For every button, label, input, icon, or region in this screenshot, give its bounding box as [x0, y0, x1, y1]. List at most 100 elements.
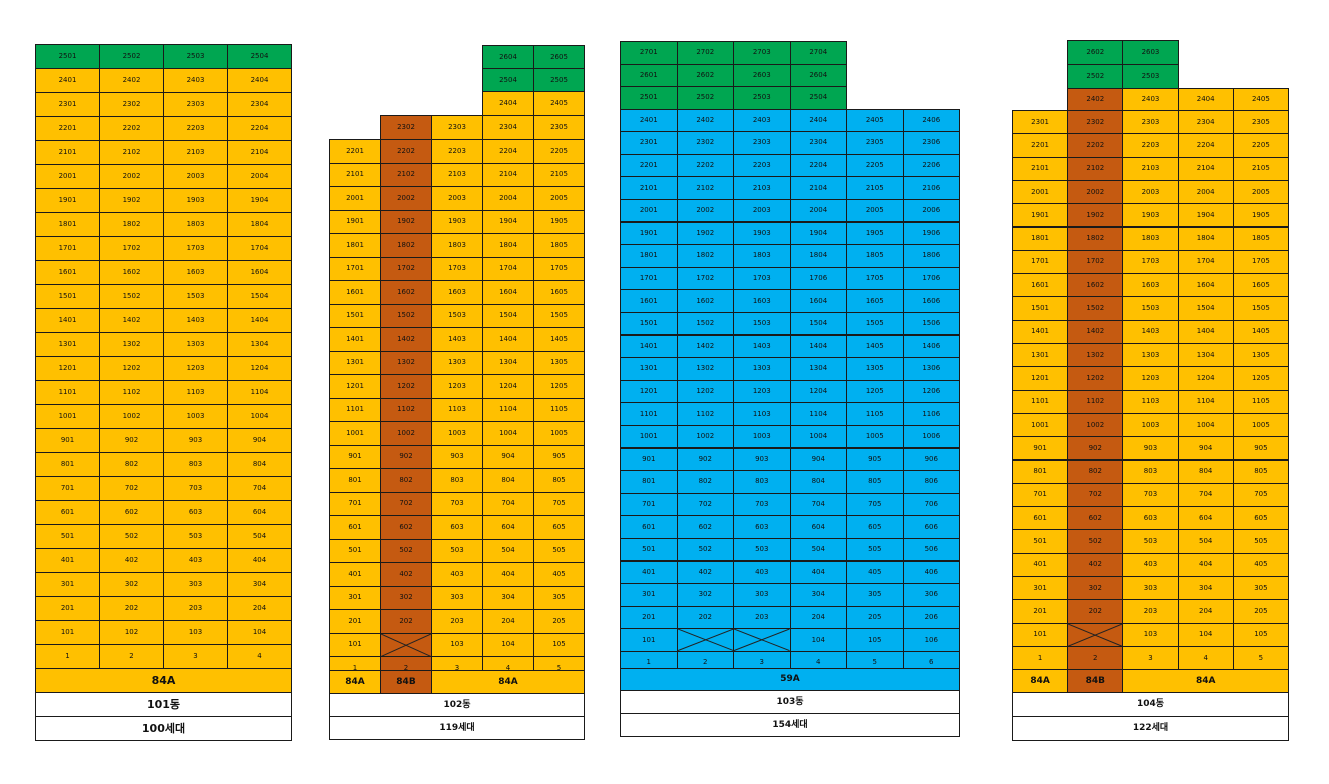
unit-cell: 103 [431, 632, 483, 657]
unit-cell: 503 [733, 537, 791, 562]
unit-cell: 803 [163, 452, 228, 477]
unit-cell: 1002 [99, 404, 164, 429]
unit-cell: 2003 [1122, 179, 1179, 205]
unit-cell: 1801 [1012, 226, 1069, 251]
unit-cell: 904 [227, 428, 292, 453]
unit-cell: 2301 [1012, 110, 1069, 135]
unit-cell: 202 [676, 605, 734, 630]
unit-cell: 2102 [676, 176, 734, 200]
unit-cell: 705 [533, 491, 585, 516]
unit-cell: 202 [1067, 599, 1124, 624]
unit-cell: 2503 [163, 44, 228, 69]
unit-cell: 2405 [846, 108, 904, 133]
unit-cell: 902 [380, 444, 432, 469]
unit-cell: 705 [846, 492, 904, 517]
unit-cell: 1 [35, 644, 100, 669]
unit-cell: 1604 [789, 289, 847, 313]
unit-cell: 803 [733, 470, 791, 494]
unit-cell: 502 [676, 537, 734, 562]
unit-cell: 803 [431, 468, 483, 493]
unit-cell: 1302 [676, 357, 734, 381]
unit-cell: 2503 [1122, 64, 1179, 89]
unit-cell: 404 [227, 548, 292, 573]
unit-cell: 1905 [1232, 203, 1289, 228]
unit-cell: 2204 [227, 116, 292, 141]
unit-cell: 1504 [1177, 296, 1234, 321]
unit-cell: 302 [380, 585, 432, 610]
unit-type-label: 84A [1122, 669, 1289, 693]
unit-cell: 401 [1012, 552, 1069, 577]
unit-cell: 1502 [1067, 296, 1124, 321]
unit-cell: 1502 [99, 284, 164, 309]
unit-cell: 2405 [533, 91, 585, 116]
unit-cell: 1802 [99, 212, 164, 237]
unit-cell: 1503 [1122, 296, 1179, 321]
unit-cell: 2005 [1232, 179, 1289, 205]
unit-cell: 1401 [620, 334, 678, 359]
unit-cell: 1006 [902, 424, 960, 449]
unit-cell: 2105 [846, 176, 904, 200]
unit-cell: 601 [35, 500, 100, 525]
unit-cell: 801 [35, 452, 100, 477]
unit-cell: 2304 [789, 131, 847, 155]
unit-cell: 2401 [35, 68, 100, 93]
unit-cell: 1203 [431, 374, 483, 399]
unit-cell: 304 [789, 583, 847, 607]
unit-cell: 1801 [329, 233, 381, 258]
unit-cell: 603 [431, 515, 483, 540]
unit-cell: 204 [482, 609, 534, 634]
unit-cell: 2003 [163, 164, 228, 189]
unit-cell: 601 [329, 515, 381, 540]
unit-cell: 1803 [733, 244, 791, 268]
unit-cell: 1901 [329, 209, 381, 234]
unit-cell: 1302 [99, 332, 164, 357]
unit-cell: 2003 [431, 186, 483, 211]
unit-cell: 305 [1232, 576, 1289, 601]
unit-cell: 1501 [329, 303, 381, 328]
unit-cell: 1304 [1177, 343, 1234, 368]
unit-cell: 104 [227, 620, 292, 645]
unit-cell: 2202 [1067, 133, 1124, 158]
unit-cell: 2203 [1122, 133, 1179, 158]
unit-cell: 405 [846, 560, 904, 585]
unit-cell: 1106 [902, 402, 960, 426]
unit-cell: 2106 [902, 176, 960, 200]
unit-cell: 401 [620, 560, 678, 585]
unit-cell: 504 [1177, 529, 1234, 554]
unit-cell: 502 [1067, 529, 1124, 554]
unit-cell: 101 [329, 632, 381, 657]
household-count: 122세대 [1012, 716, 1289, 741]
unit-cell: 1602 [676, 289, 734, 313]
unit-cell: 1105 [846, 402, 904, 426]
unit-cell: 101 [1012, 622, 1069, 647]
unit-cell: 2402 [99, 68, 164, 93]
unit-cell: 906 [902, 447, 960, 472]
unit-cell: 2503 [733, 86, 791, 110]
unit-cell: 1701 [329, 256, 381, 281]
unit-cell: 1705 [533, 256, 585, 281]
unit-cell: 2204 [1177, 133, 1234, 158]
unit-cell: 2402 [1067, 88, 1124, 111]
unit-cell: 1001 [620, 424, 678, 449]
unit-cell: 1305 [1232, 343, 1289, 368]
unit-cell: 1502 [676, 311, 734, 336]
unit-cell: 506 [902, 537, 960, 562]
unit-cell: 901 [329, 444, 381, 469]
unit-cell: 201 [620, 605, 678, 630]
unit-cell: 1601 [329, 280, 381, 305]
unit-cell: 305 [533, 585, 585, 610]
unit-cell: 505 [1232, 529, 1289, 554]
unit-type-label: 84B [380, 670, 432, 694]
unit-cell: 3 [163, 644, 228, 669]
unit-cell: 403 [733, 560, 791, 585]
unit-cell: 1804 [1177, 226, 1234, 251]
unit-cell: 203 [431, 609, 483, 634]
unit-cell: 2204 [482, 139, 534, 164]
unit-cell: 205 [846, 605, 904, 630]
unit-cell: 2005 [846, 198, 904, 223]
unit-cell: 902 [1067, 436, 1124, 461]
unit-cell: 105 [846, 628, 904, 652]
unit-cell: 4 [227, 644, 292, 669]
unit-cell: 603 [163, 500, 228, 525]
unit-cell: 1104 [227, 380, 292, 405]
